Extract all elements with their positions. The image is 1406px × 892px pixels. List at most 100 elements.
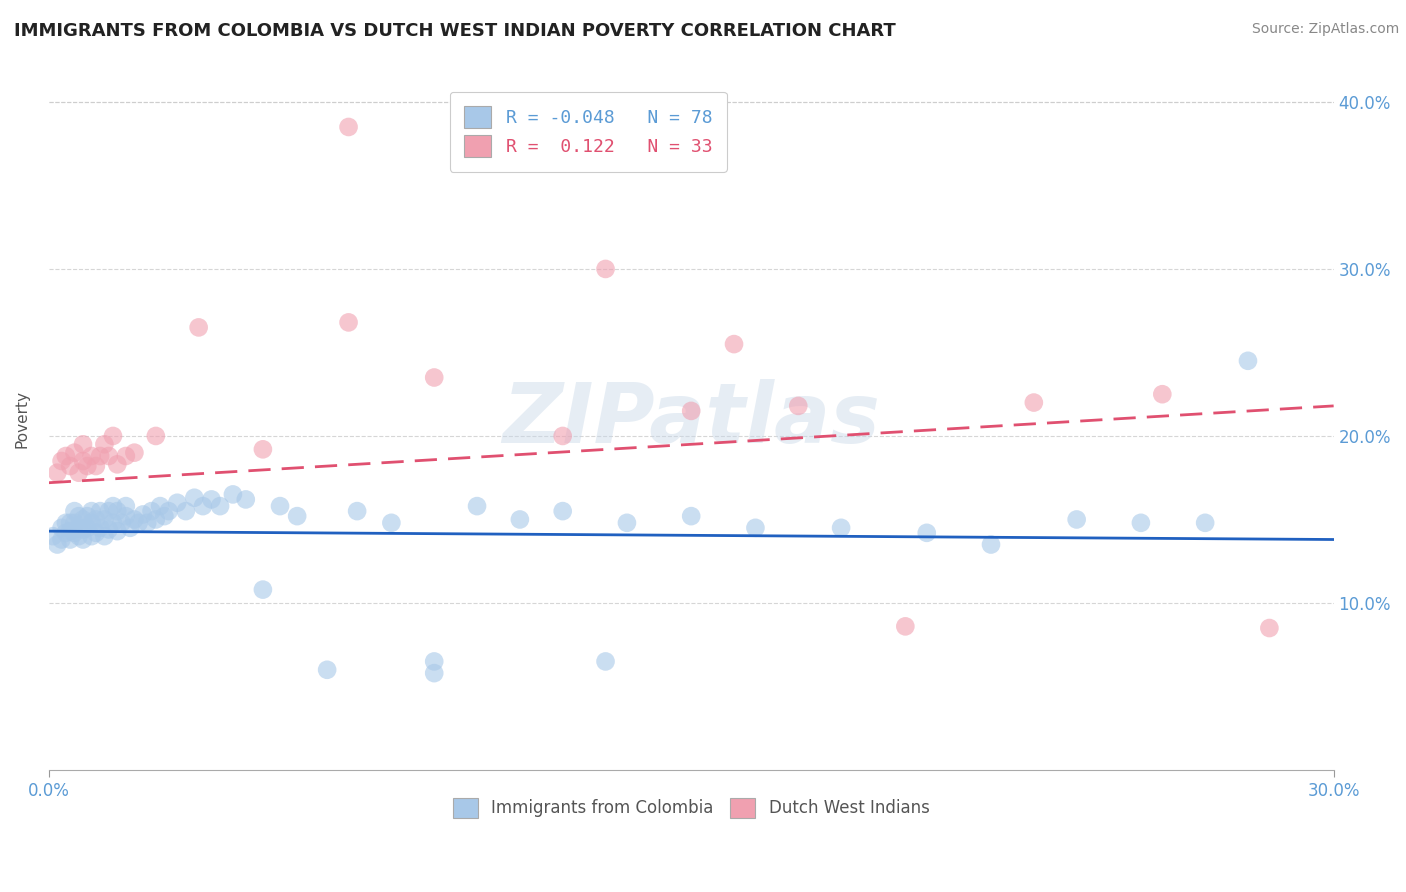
Point [337, 120, 360, 134]
Legend: Immigrants from Colombia, Dutch West Indians: Immigrants from Colombia, Dutch West Ind… [446, 791, 936, 825]
Text: Source: ZipAtlas.com: Source: ZipAtlas.com [1251, 22, 1399, 37]
Point [101, 429, 124, 443]
Point [337, 315, 360, 329]
Point [894, 619, 917, 633]
Point [63, 504, 86, 518]
Point [80, 529, 103, 543]
Point [1194, 516, 1216, 530]
Point [89, 521, 111, 535]
Point [252, 582, 274, 597]
Point [145, 429, 167, 443]
Point [59, 516, 82, 530]
Point [153, 509, 176, 524]
Point [465, 499, 488, 513]
Point [681, 404, 703, 418]
Point [105, 458, 128, 472]
Point [105, 524, 128, 538]
Point [166, 496, 188, 510]
Point [89, 504, 111, 518]
Point [509, 512, 531, 526]
Point [115, 509, 138, 524]
Point [59, 458, 82, 473]
Point [93, 512, 115, 526]
Point [269, 499, 291, 513]
Point [76, 509, 98, 524]
Point [551, 504, 574, 518]
Point [93, 437, 115, 451]
Point [423, 655, 446, 669]
Point [209, 499, 232, 513]
Point [136, 516, 159, 530]
Point [222, 487, 245, 501]
Point [67, 521, 90, 535]
Point [915, 525, 938, 540]
Point [787, 399, 810, 413]
Point [72, 512, 94, 526]
Point [97, 523, 120, 537]
Point [346, 504, 368, 518]
Point [235, 492, 257, 507]
Point [124, 445, 146, 459]
Point [97, 449, 120, 463]
Point [316, 663, 339, 677]
Point [55, 449, 77, 463]
Point [101, 499, 124, 513]
Point [1129, 516, 1152, 530]
Point [1237, 353, 1260, 368]
Point [76, 521, 98, 535]
Point [46, 537, 69, 551]
Point [67, 466, 90, 480]
Point [595, 655, 617, 669]
Point [55, 525, 77, 540]
Point [174, 504, 197, 518]
Point [80, 516, 103, 530]
Point [980, 537, 1002, 551]
Point [595, 262, 617, 277]
Point [132, 508, 155, 522]
Point [55, 516, 77, 530]
Point [59, 533, 82, 547]
Point [84, 458, 107, 473]
Point [97, 504, 120, 518]
Point [84, 525, 107, 540]
Point [200, 492, 222, 507]
Point [110, 516, 132, 530]
Text: IMMIGRANTS FROM COLOMBIA VS DUTCH WEST INDIAN POVERTY CORRELATION CHART: IMMIGRANTS FROM COLOMBIA VS DUTCH WEST I… [14, 22, 896, 40]
Point [551, 429, 574, 443]
Point [830, 521, 852, 535]
Point [63, 516, 86, 530]
Point [285, 509, 308, 524]
Point [63, 445, 86, 459]
Y-axis label: Poverty: Poverty [15, 391, 30, 449]
Point [423, 666, 446, 681]
Point [72, 523, 94, 537]
Point [191, 499, 214, 513]
Point [423, 370, 446, 384]
Text: ZIPatlas: ZIPatlas [502, 379, 880, 459]
Point [1258, 621, 1281, 635]
Point [101, 516, 124, 530]
Point [46, 466, 69, 480]
Point [380, 516, 402, 530]
Point [89, 449, 111, 463]
Point [120, 521, 142, 535]
Point [67, 509, 90, 524]
Point [42, 529, 65, 543]
Point [80, 504, 103, 518]
Point [183, 491, 205, 505]
Point [76, 458, 98, 473]
Point [124, 512, 146, 526]
Point [51, 454, 73, 468]
Point [80, 449, 103, 463]
Point [128, 516, 150, 530]
Point [252, 442, 274, 457]
Point [149, 499, 172, 513]
Point [51, 521, 73, 535]
Point [723, 337, 745, 351]
Point [93, 529, 115, 543]
Point [63, 525, 86, 540]
Point [1022, 395, 1045, 409]
Point [145, 512, 167, 526]
Point [744, 521, 766, 535]
Point [616, 516, 638, 530]
